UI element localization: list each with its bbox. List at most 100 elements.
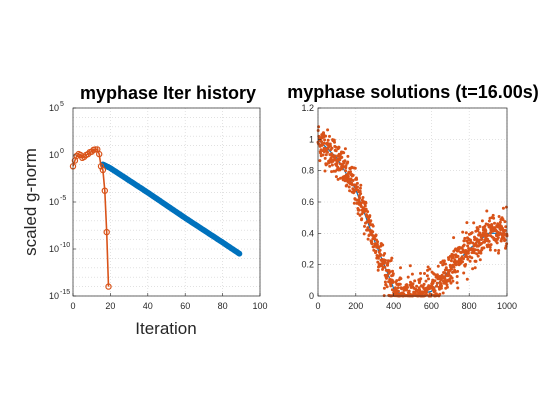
plot2-point xyxy=(371,224,375,228)
plot2-point xyxy=(324,134,328,138)
plot1-xtick-label: 80 xyxy=(218,301,228,311)
plot2-point xyxy=(444,262,447,266)
plot2-point xyxy=(385,285,389,289)
plot2-point xyxy=(480,238,484,241)
plot2-point xyxy=(332,138,336,142)
plot2-point xyxy=(456,286,460,290)
plot2-frame xyxy=(317,107,508,297)
plot2-point xyxy=(368,214,372,218)
plot2-xtick-label: 0 xyxy=(315,301,320,311)
plot2-point xyxy=(476,254,480,258)
plot2-point xyxy=(400,287,404,291)
plot2-point xyxy=(425,274,429,278)
plot2-point xyxy=(422,282,426,286)
plot1-orange-point xyxy=(101,187,109,194)
plot2-point xyxy=(356,212,360,216)
plot2-point xyxy=(456,269,460,273)
plot2-point xyxy=(385,276,388,280)
plot2-point xyxy=(479,251,483,255)
plot2-point xyxy=(374,249,378,253)
plot2-xtick-label: 800 xyxy=(462,301,477,311)
plot2-point xyxy=(424,279,428,283)
plot2-point xyxy=(464,231,468,235)
plot2-point xyxy=(505,242,509,246)
plot2-point xyxy=(346,174,350,178)
plot2-point xyxy=(322,141,326,145)
plot2-point xyxy=(333,156,337,160)
plot2-point xyxy=(358,196,362,200)
plot1-orange-point xyxy=(95,150,103,158)
plot2-point xyxy=(376,260,380,264)
plot2-point xyxy=(369,219,373,223)
plot2-point xyxy=(473,248,477,252)
plot2-point xyxy=(359,183,363,187)
plot2-point xyxy=(464,249,468,252)
plot2-point xyxy=(415,284,419,288)
plot2-point xyxy=(503,229,507,232)
plot2-point xyxy=(382,286,386,290)
plot2-point xyxy=(413,279,417,283)
plot2-point xyxy=(482,246,486,250)
plot2-point xyxy=(330,152,334,156)
plot2-point xyxy=(330,163,334,167)
plot2-point xyxy=(323,169,327,173)
plot2-point xyxy=(383,280,387,284)
plot2-point xyxy=(399,277,403,281)
plot1-orange-line xyxy=(72,148,110,287)
plot2-point xyxy=(451,279,455,283)
plot2-point xyxy=(391,272,395,276)
plot2-point xyxy=(489,243,493,247)
plot2-point xyxy=(355,181,359,185)
plot2-xtick-label: 1000 xyxy=(497,301,517,311)
plot2-point xyxy=(390,256,394,260)
plot2-point xyxy=(473,235,476,239)
plot2-point xyxy=(498,220,502,224)
plot2-point xyxy=(383,265,387,269)
plot2-point xyxy=(452,236,456,240)
plot2-point xyxy=(378,264,382,268)
plot2-point xyxy=(426,268,429,272)
plot2-point xyxy=(339,176,342,180)
plot2-point xyxy=(384,283,388,287)
plot2-point xyxy=(463,236,467,240)
plot2-point xyxy=(431,281,435,285)
plot2-point xyxy=(466,251,470,255)
plot2-point xyxy=(407,289,411,293)
plot2-point xyxy=(456,254,460,258)
plot2-point xyxy=(464,263,468,266)
plot2-point xyxy=(371,230,375,234)
plot2-point xyxy=(491,213,495,217)
plot2-point xyxy=(337,146,341,149)
plot2-point xyxy=(440,284,443,288)
plot2-point xyxy=(378,248,382,252)
plot2-point xyxy=(433,289,437,293)
plot2-point xyxy=(334,158,338,162)
plot2-point xyxy=(486,233,490,237)
plot2-ytick-label: 0.2 xyxy=(301,260,314,270)
plot2-point xyxy=(366,237,370,241)
plot2-point xyxy=(485,209,489,213)
plot2-point xyxy=(487,219,491,223)
plot2-point xyxy=(396,286,400,290)
plot2-point xyxy=(326,150,329,154)
plot2-point xyxy=(495,241,499,245)
plot2-title: myphase solutions (t=16.00s) xyxy=(287,82,539,102)
plot2-point xyxy=(389,259,393,262)
plot2-point xyxy=(406,285,409,289)
plot2-point xyxy=(461,230,465,234)
plot2-ytick-label: 0.8 xyxy=(301,166,314,176)
plot2-xtick-label: 600 xyxy=(424,301,439,311)
plot2-point xyxy=(406,275,410,279)
plot2-point xyxy=(349,177,353,181)
plot2-point xyxy=(451,256,455,259)
plot1-ylabel: scaled g-norm xyxy=(21,148,40,256)
plot2-point xyxy=(399,266,402,270)
plot2-point xyxy=(473,266,477,270)
plot1-ytick-label: 10 xyxy=(49,197,59,207)
plot2-point xyxy=(362,232,366,236)
plot2-point xyxy=(474,259,478,263)
plot2-point xyxy=(336,177,340,181)
plot2-point xyxy=(455,281,459,285)
plot1-ytick-exponent: 5 xyxy=(60,101,64,108)
plot2-ytick-label: 0.4 xyxy=(301,228,314,238)
